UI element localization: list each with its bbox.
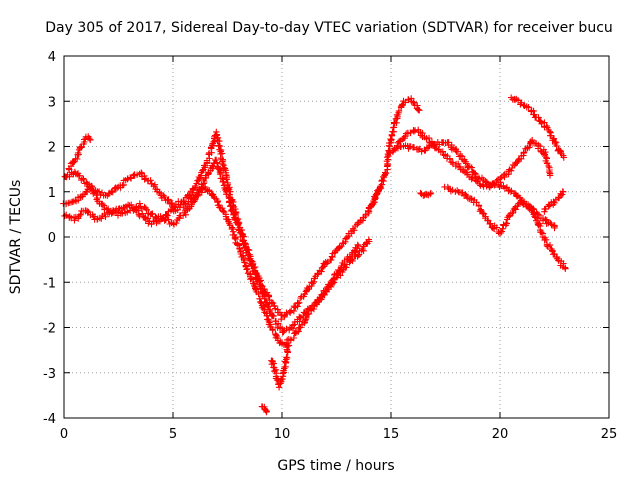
y-axis-label: SDTVAR / TECUs bbox=[8, 180, 24, 295]
series-markers bbox=[541, 188, 567, 215]
series-markers bbox=[61, 183, 362, 348]
series-track-5 bbox=[268, 342, 293, 391]
data-series bbox=[60, 94, 569, 416]
y-tick-label: -3 bbox=[43, 367, 56, 382]
x-tick-label: 15 bbox=[383, 427, 400, 442]
y-tick-label: 4 bbox=[48, 50, 56, 65]
series-markers bbox=[391, 126, 554, 191]
x-tick-labels: 0 5 10 15 20 25 bbox=[60, 427, 617, 442]
series-markers bbox=[60, 156, 373, 336]
series-track-10 bbox=[441, 183, 569, 272]
y-tick-label: 3 bbox=[48, 95, 56, 110]
series-track-1 bbox=[61, 128, 384, 323]
series-track-9 bbox=[391, 126, 554, 191]
y-tick-label: 1 bbox=[48, 186, 56, 201]
x-tick-label: 10 bbox=[274, 427, 291, 442]
y-tick-labels: -4 -3 -2 -1 0 1 2 3 4 bbox=[43, 50, 56, 427]
y-tick-label: 2 bbox=[48, 141, 56, 156]
series-track-11 bbox=[508, 94, 567, 161]
series-markers bbox=[268, 342, 293, 391]
series-track-12 bbox=[541, 188, 567, 215]
y-tick-label: -1 bbox=[43, 276, 56, 291]
series-markers bbox=[417, 189, 435, 199]
series-markers bbox=[61, 128, 384, 323]
series-track-2 bbox=[60, 156, 373, 336]
series-markers bbox=[65, 133, 94, 173]
series-markers bbox=[365, 95, 423, 215]
x-axis-label: GPS time / hours bbox=[277, 458, 394, 474]
chart-title: Day 305 of 2017, Sidereal Day-to-day VTE… bbox=[45, 20, 613, 36]
series-track-3 bbox=[61, 183, 362, 348]
x-tick-label: 5 bbox=[169, 427, 177, 442]
plot-data-region bbox=[60, 94, 569, 416]
series-markers bbox=[258, 403, 270, 416]
series-track-13 bbox=[417, 189, 435, 199]
x-tick-label: 20 bbox=[492, 427, 509, 442]
series-track-4 bbox=[65, 133, 94, 173]
y-tick-label: -2 bbox=[43, 322, 56, 337]
plot-frame bbox=[63, 55, 610, 419]
y-tick-label: 0 bbox=[48, 231, 56, 246]
series-markers bbox=[441, 183, 569, 272]
x-tick-label: 25 bbox=[601, 427, 618, 442]
x-tick-label: 0 bbox=[60, 427, 68, 442]
y-tick-label: -4 bbox=[43, 412, 56, 427]
series-track-6 bbox=[258, 403, 270, 416]
series-markers bbox=[508, 94, 567, 161]
series-track-7 bbox=[365, 95, 423, 215]
